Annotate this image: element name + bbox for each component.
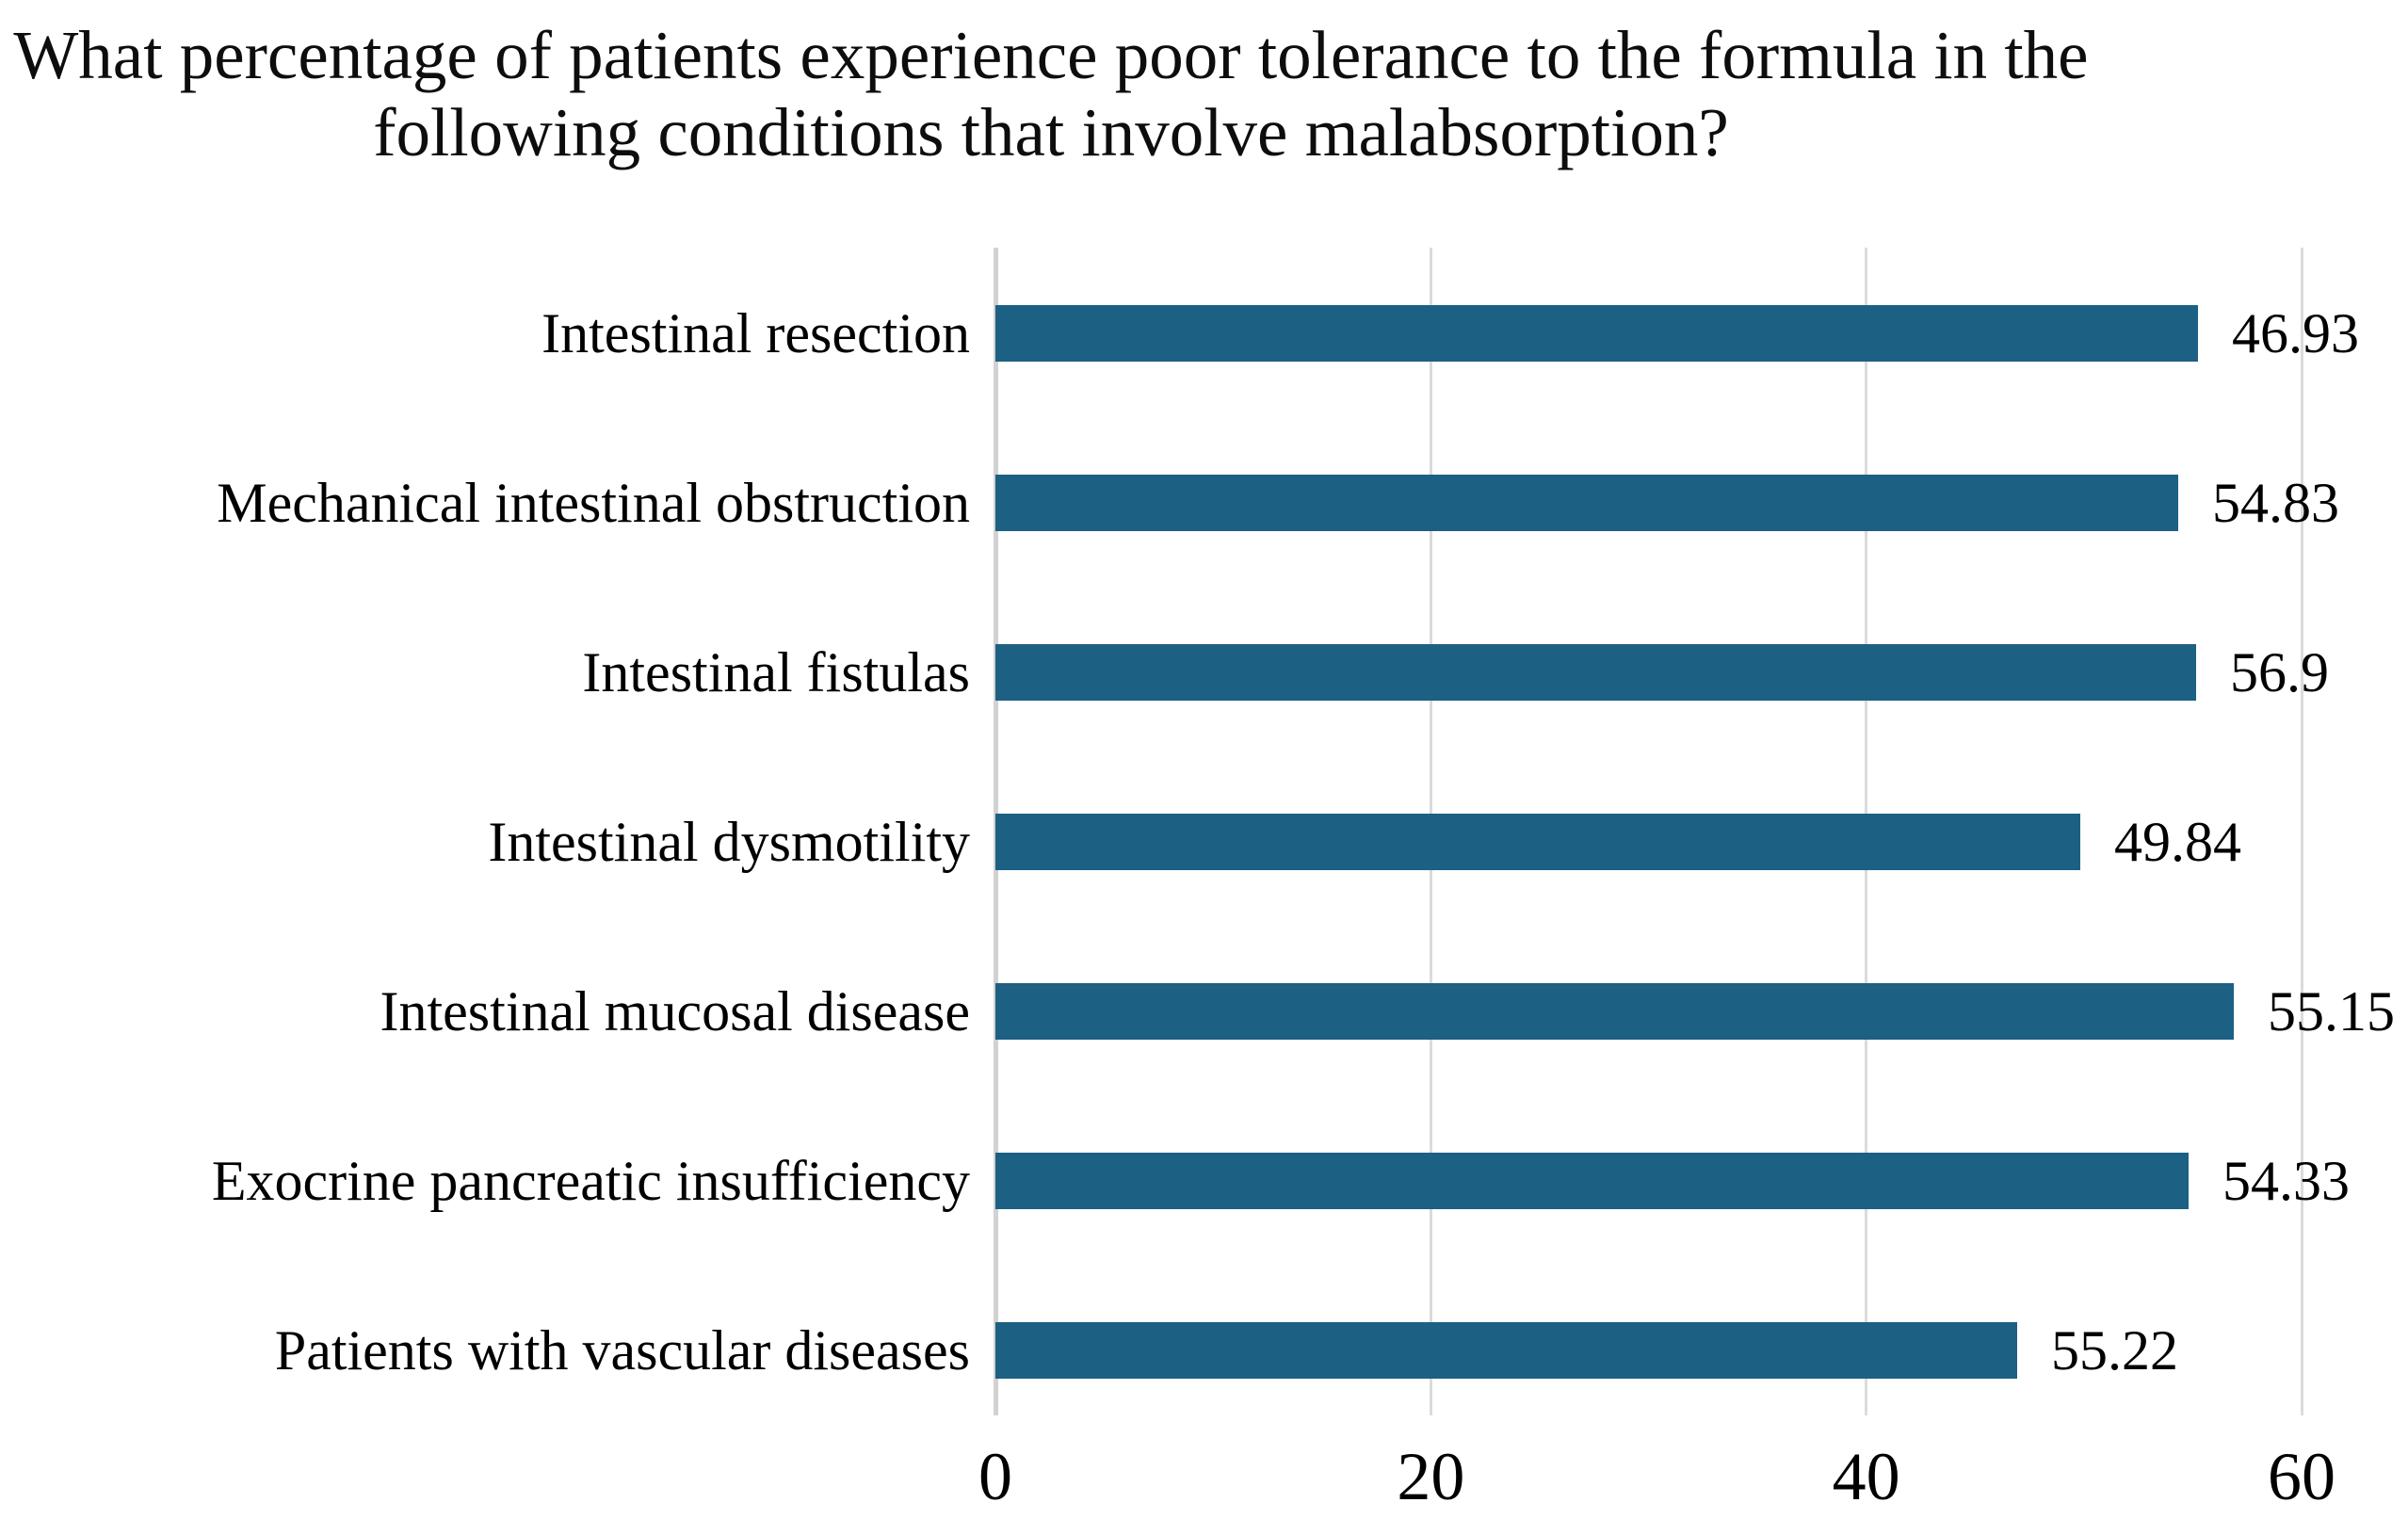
bar: [995, 475, 2178, 531]
value-label: 46.93: [2232, 302, 2359, 364]
bar: [995, 305, 2198, 362]
bar: [995, 644, 2196, 701]
category-label: Intestinal resection: [541, 302, 970, 364]
value-label: 55.15: [2268, 980, 2395, 1042]
bar: [995, 814, 2080, 870]
category-label: Mechanical intestinal obstruction: [217, 472, 970, 534]
category-label: Patients with vascular diseases: [274, 1319, 970, 1382]
gridline: [2300, 248, 2303, 1415]
value-label: 49.84: [2114, 811, 2241, 873]
category-label: Exocrine pancreatic insufficiency: [211, 1150, 970, 1212]
bar: [995, 1153, 2189, 1209]
chart-title: What percentage of patients experience p…: [13, 17, 2089, 170]
bar: [995, 983, 2234, 1040]
x-tick-label: 0: [978, 1439, 1012, 1514]
x-tick-label: 20: [1397, 1439, 1465, 1514]
bar: [995, 1322, 2017, 1379]
value-label: 56.9: [2230, 641, 2329, 703]
value-label: 54.83: [2212, 472, 2339, 534]
category-label: Intestinal mucosal disease: [380, 980, 970, 1042]
x-tick-label: 60: [2268, 1439, 2335, 1514]
value-label: 54.33: [2222, 1150, 2350, 1212]
value-label: 55.22: [2051, 1319, 2178, 1382]
x-tick-label: 40: [1832, 1439, 1900, 1514]
category-label: Intestinal dysmotility: [488, 811, 970, 873]
category-label: Intestinal fistulas: [582, 641, 970, 703]
